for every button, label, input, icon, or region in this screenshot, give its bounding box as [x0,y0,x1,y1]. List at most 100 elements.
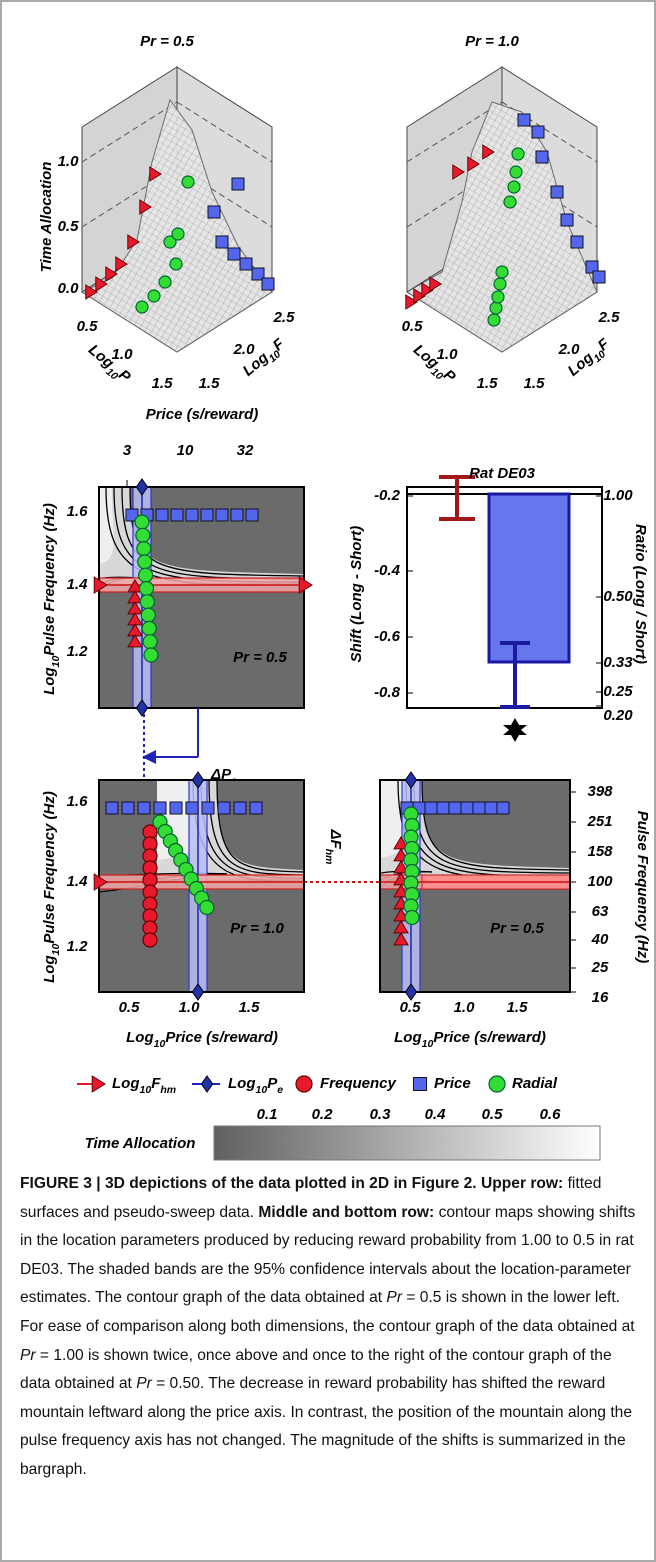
marker [233,801,247,815]
error-bar [500,641,530,709]
marker [142,634,158,650]
marker [491,290,505,304]
panel-title: Pr = 1.0 [465,33,519,50]
marker [191,771,205,789]
colorbar-tick-label: 0.5 [482,1106,504,1123]
right-tick-label: 0.33 [603,654,633,671]
y-tick-label: 1.6 [67,793,89,810]
marker [472,801,486,815]
marker [139,594,155,610]
surface [80,98,273,353]
marker [127,234,140,250]
y-axis-label: Log10Pulse Frequency (Hz) [41,503,62,695]
right-tick-label: 40 [591,931,609,948]
marker [482,144,495,160]
right-tick-label: 100 [587,873,613,890]
marker [155,508,169,522]
y-tick-label: 1.2 [67,643,89,660]
caption-bold: Upper row: [480,1175,564,1192]
right-tick-label: 251 [586,813,612,830]
marker [105,801,119,815]
marker [393,932,409,946]
label-part: Log [126,1029,154,1046]
z-tick-label: 1.0 [58,153,80,170]
label-part: Price [434,1075,471,1092]
label-part: 10 [50,944,62,956]
marker [105,266,118,282]
marker [170,508,184,522]
marker [93,576,108,594]
marker [493,277,507,291]
marker [496,801,510,815]
marker [488,1075,506,1093]
label-part: Log [41,955,58,983]
marker [147,289,161,303]
marker [191,983,205,1001]
right-tick-label: 25 [591,959,609,976]
right-axis-label: Ratio (Long / Short) [632,524,649,664]
marker [139,199,152,215]
f-tick-label: 2.5 [598,309,621,326]
marker [230,508,244,522]
plot-frame [379,779,571,993]
marker [249,801,263,815]
top-tick-label: 32 [237,442,254,459]
marker [158,275,172,289]
contour-region [380,780,570,878]
marker [185,508,199,522]
error-bar [439,475,475,521]
marker [429,276,442,292]
right-tick-label: 0.50 [603,588,633,605]
marker [227,247,241,261]
wall-grid [501,166,598,228]
label-part: Pulse Frequency (Hz) [41,791,58,944]
label-part: Log [112,1075,140,1092]
marker [127,634,143,648]
top-tick-label: 3 [123,442,132,459]
label-part: 10 [422,1038,434,1050]
panel-label: Pr = 0.5 [233,649,287,666]
caption: FIGURE 3 | 3D depictions of the data plo… [20,1170,640,1485]
label-part: hm [323,849,335,865]
marker [484,801,498,815]
marker [125,508,139,522]
label-part: P [440,366,459,386]
left-tick-label: -0.2 [374,487,401,504]
x-tick-label: 0.5 [119,999,141,1016]
caption-italic: Pr [136,1375,152,1393]
marker [298,576,313,594]
marker [550,185,564,199]
marker [153,801,167,815]
marker [467,156,480,172]
right-tick-label: 0.25 [603,683,633,700]
x-tick-label: 1.5 [507,999,529,1016]
colorbar-tick-label: 0.4 [425,1106,447,1123]
marker [137,554,153,570]
marker [115,256,128,272]
right-axis-label: Pulse Frequency (Hz) [634,811,651,964]
label-part: hm [160,1084,176,1096]
label-part: Price (s/reward) [165,1029,278,1046]
marker [511,147,525,161]
x-tick-label: 1.0 [179,999,201,1016]
p-tick-label: 1.0 [112,346,134,363]
p-tick-label: 1.0 [437,346,459,363]
y-tick-label: 1.2 [67,938,89,955]
caption-title: FIGURE 3 | 3D depictions of the data plo… [20,1175,481,1192]
marker [142,932,158,948]
marker [93,873,108,891]
y-tick-label: 1.4 [67,873,89,890]
marker [138,580,155,597]
wall-grid [176,101,273,163]
panel-label: Pr = 0.5 [490,920,544,937]
left-tick-label: -0.4 [374,562,401,579]
panel-label: Pr = 1.0 [230,920,284,937]
p-axis-label: Log10P [408,341,460,389]
legend-label: Log10Fhm [112,1075,176,1096]
label-part: ΔF [327,829,344,850]
marker [413,288,426,304]
z-axis-label: Time Allocation [38,162,55,273]
marker [436,801,450,815]
caption-italic: Pr [386,1289,403,1307]
marker [509,165,523,179]
